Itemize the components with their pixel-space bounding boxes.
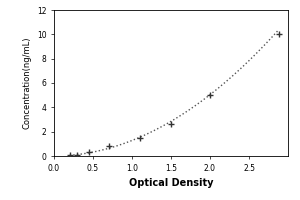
X-axis label: Optical Density: Optical Density bbox=[129, 178, 213, 188]
Y-axis label: Concentration(ng/mL): Concentration(ng/mL) bbox=[22, 37, 31, 129]
